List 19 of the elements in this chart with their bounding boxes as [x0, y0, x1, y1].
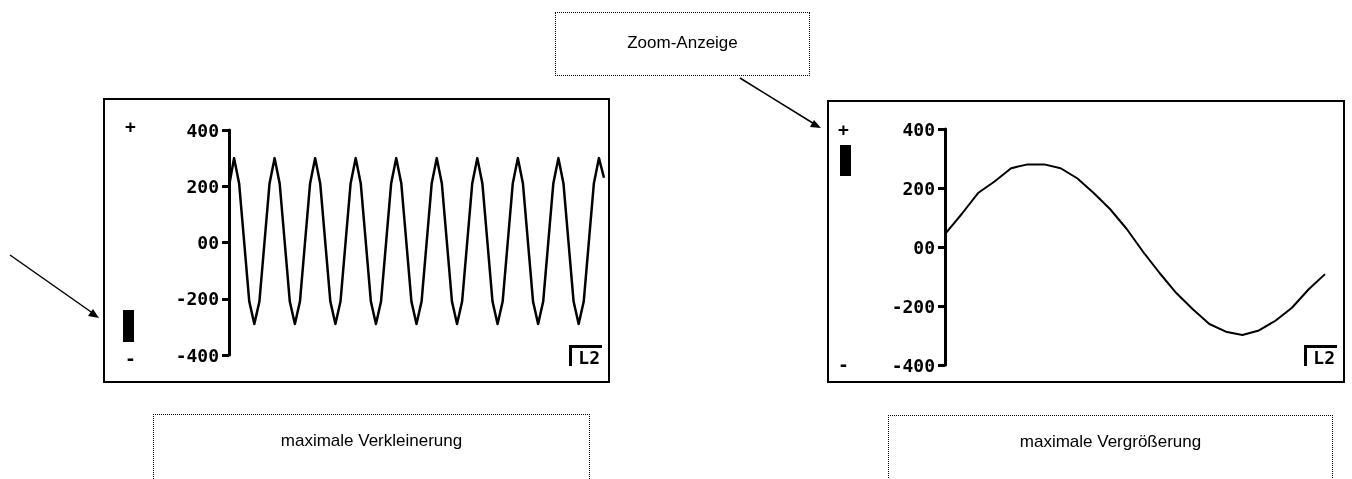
y-tick-label: -400 — [175, 344, 219, 366]
y-tick-label: -200 — [891, 295, 935, 317]
y-tick-label: 00 — [197, 232, 219, 253]
annotation: L2 — [1304, 345, 1337, 368]
y-tick-label: 200 — [902, 177, 935, 199]
y-tick-label: 00 — [913, 236, 935, 258]
y-tick-label: -200 — [175, 288, 219, 310]
y-tick-label: 400 — [902, 118, 935, 140]
text: + — [125, 116, 136, 137]
y-tick-label: -400 — [891, 354, 935, 376]
text: - — [125, 348, 136, 369]
y-tick-label: 400 — [186, 119, 219, 141]
annotation: L2 — [569, 345, 602, 368]
text: Zoom-Anzeige — [555, 12, 810, 76]
text: maximale Verkleinerung — [153, 414, 590, 479]
text: - — [838, 354, 849, 375]
y-tick-label: 200 — [186, 175, 219, 197]
text: maximale Vergrößerung — [888, 415, 1333, 479]
text: + — [838, 119, 849, 140]
